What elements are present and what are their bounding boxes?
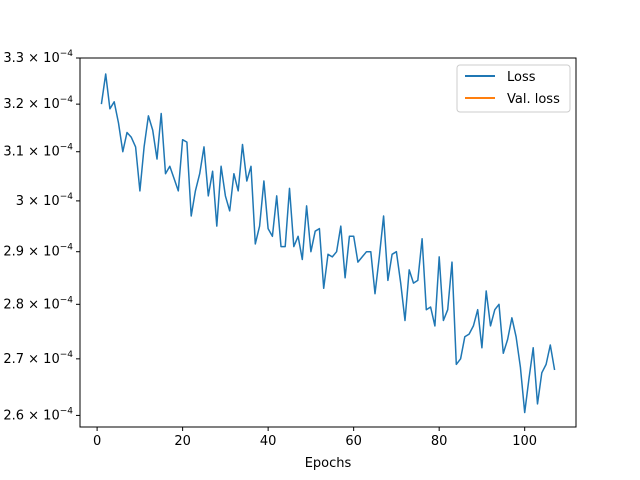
y-tick-label: 2.9 × 10−4: [3, 243, 73, 260]
x-tick-label: 40: [260, 434, 277, 449]
legend-label-loss: Loss: [507, 70, 536, 85]
legend: Loss Val. loss: [456, 64, 571, 113]
y-tick-label: 2.6 × 10−4: [3, 406, 73, 423]
y-tick-label: 2.8 × 10−4: [3, 295, 73, 312]
y-tick-label: 3.1 × 10−4: [3, 143, 73, 160]
x-tick-label: 80: [431, 434, 448, 449]
x-tick-label: 60: [345, 434, 362, 449]
x-tick-label: 100: [512, 434, 537, 449]
y-tick-label: 3 × 10−4: [16, 192, 74, 209]
legend-label-val-loss: Val. loss: [507, 92, 560, 107]
axes-frame: [79, 57, 577, 428]
series-line-loss: [100, 73, 556, 414]
y-tick-label: 2.7 × 10−4: [3, 350, 73, 367]
x-tick-label: 0: [93, 434, 101, 449]
y-tick-label: 3.3 × 10−4: [3, 49, 73, 66]
x-axis: 0 20 40 60 80 100: [93, 427, 537, 449]
y-axis: 2.6 × 10−4 2.7 × 10−4 2.8 × 10−4 2.9 × 10−4…: [3, 49, 80, 423]
y-tick-label: 3.2 × 10−4: [3, 95, 73, 112]
x-axis-label: Epochs: [305, 456, 352, 471]
x-tick-label: 20: [174, 434, 191, 449]
plot-area: [100, 73, 556, 414]
